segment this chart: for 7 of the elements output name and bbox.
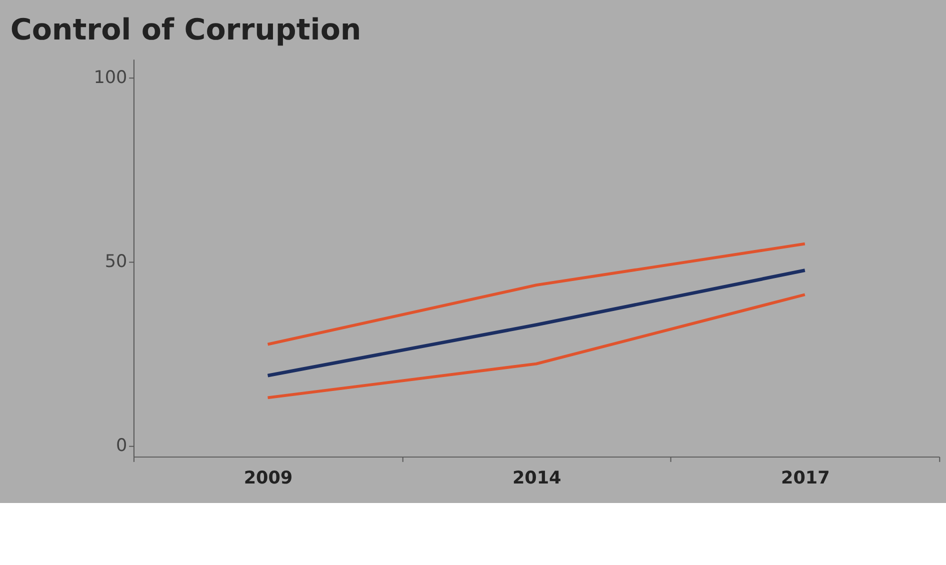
y-tick-label: 50 [104, 252, 128, 272]
y-tick-label: 100 [94, 68, 128, 88]
x-tick-label: 2014 [512, 468, 562, 488]
x-tick-label: 2009 [244, 468, 293, 488]
x-tick-label: 2017 [781, 468, 830, 488]
y-tick-label: 0 [116, 436, 128, 456]
chart-title: Control of Corruption [10, 12, 362, 47]
